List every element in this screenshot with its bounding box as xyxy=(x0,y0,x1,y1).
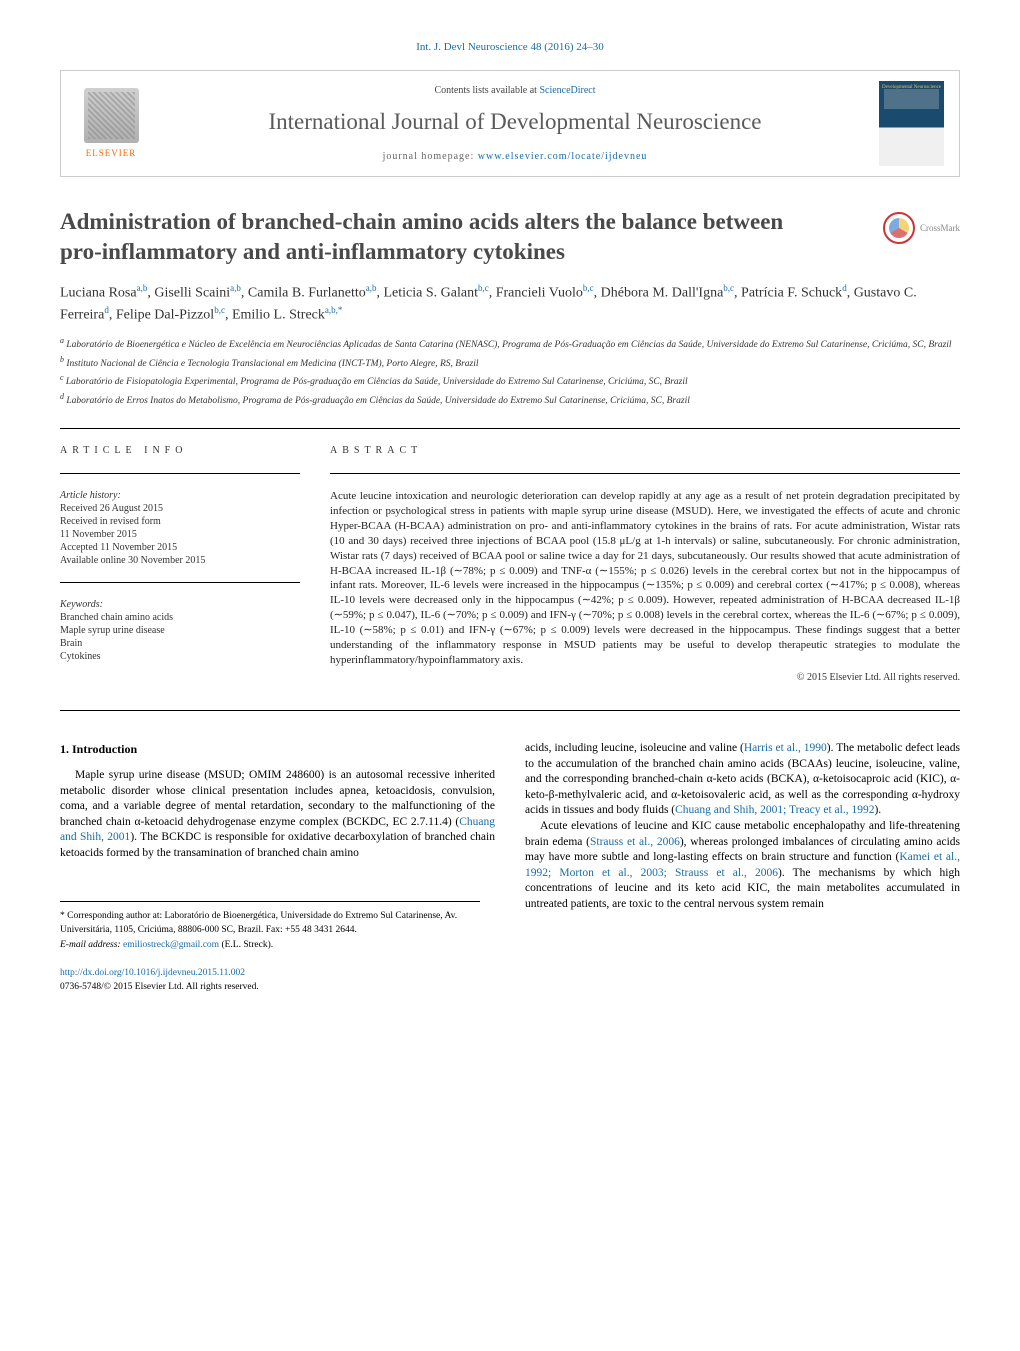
affiliation-item: b Instituto Nacional de Ciência e Tecnol… xyxy=(60,354,960,371)
history-label: Article history: xyxy=(60,489,300,502)
crossmark-badge[interactable]: CrossMark xyxy=(883,212,960,244)
affiliation-item: a Laboratório de Bioenergética e Núcleo … xyxy=(60,335,960,352)
email-label: E-mail address: xyxy=(60,940,123,950)
history-item: Received in revised form xyxy=(60,515,300,528)
journal-homepage: journal homepage: www.elsevier.com/locat… xyxy=(166,150,864,164)
history-item: Available online 30 November 2015 xyxy=(60,554,300,567)
crossmark-label: CrossMark xyxy=(920,222,960,235)
author-list: Luciana Rosaa,b, Giselli Scainia,b, Cami… xyxy=(60,282,960,325)
affiliation-list: a Laboratório de Bioenergética e Núcleo … xyxy=(60,335,960,408)
journal-cover-thumbnail[interactable]: Developmental Neuroscience xyxy=(879,81,944,166)
abstract-copyright: © 2015 Elsevier Ltd. All rights reserved… xyxy=(330,671,960,685)
email-suffix: (E.L. Streck). xyxy=(219,940,273,950)
corresponding-author-text: * Corresponding author at: Laboratório d… xyxy=(60,910,480,937)
article-info-sidebar: ARTICLE INFO Article history: Received 2… xyxy=(60,444,300,685)
issn-copyright: 0736-5748/© 2015 Elsevier Ltd. All right… xyxy=(60,981,495,994)
section-divider xyxy=(60,428,960,429)
body-column-left: 1. Introduction Maple syrup urine diseas… xyxy=(60,741,495,993)
contents-text: Contents lists available at xyxy=(434,85,539,96)
homepage-link[interactable]: www.elsevier.com/locate/ijdevneu xyxy=(478,151,648,162)
history-item: Accepted 11 November 2015 xyxy=(60,541,300,554)
doi-link[interactable]: http://dx.doi.org/10.1016/j.ijdevneu.201… xyxy=(60,968,245,978)
homepage-label: journal homepage: xyxy=(383,151,478,162)
history-item: Received 26 August 2015 xyxy=(60,502,300,515)
keyword-item: Branched chain amino acids xyxy=(60,611,300,624)
body-divider xyxy=(60,710,960,711)
corresponding-author-block: * Corresponding author at: Laboratório d… xyxy=(60,901,480,952)
article-title: Administration of branched-chain amino a… xyxy=(60,207,810,267)
keywords-block: Keywords: Branched chain amino acidsMapl… xyxy=(60,598,300,663)
citation-link-harris[interactable]: Harris et al., 1990 xyxy=(744,742,827,754)
affiliation-item: d Laboratório de Erros Inatos do Metabol… xyxy=(60,391,960,408)
intro-paragraph-1-cont: acids, including leucine, isoleucine and… xyxy=(525,741,960,819)
intro-paragraph-2: Acute elevations of leucine and KIC caus… xyxy=(525,819,960,912)
info-divider xyxy=(60,473,300,474)
elsevier-label: ELSEVIER xyxy=(86,147,137,160)
body-text-span: acids, including leucine, isoleucine and… xyxy=(525,742,744,754)
journal-title: International Journal of Developmental N… xyxy=(166,106,864,138)
affiliation-item: c Laboratório de Fisiopatologia Experime… xyxy=(60,372,960,389)
journal-header: ELSEVIER Contents lists available at Sci… xyxy=(60,70,960,177)
citation-link-strauss[interactable]: Strauss et al., 2006 xyxy=(590,836,680,848)
intro-paragraph-1: Maple syrup urine disease (MSUD; OMIM 24… xyxy=(60,768,495,861)
crossmark-icon xyxy=(883,212,915,244)
article-history-block: Article history: Received 26 August 2015… xyxy=(60,489,300,567)
info-divider-2 xyxy=(60,582,300,583)
citation-link-chuang2[interactable]: Chuang and Shih, 2001; Treacy et al., 19… xyxy=(675,804,874,816)
history-item: 11 November 2015 xyxy=(60,528,300,541)
citation-link[interactable]: Int. J. Devl Neuroscience 48 (2016) 24–3… xyxy=(60,40,960,55)
email-link[interactable]: emiliostreck@gmail.com xyxy=(123,940,219,950)
keyword-item: Brain xyxy=(60,637,300,650)
sciencedirect-link[interactable]: ScienceDirect xyxy=(539,85,595,96)
keyword-item: Maple syrup urine disease xyxy=(60,624,300,637)
elsevier-tree-icon xyxy=(84,88,139,143)
cover-title-text: Developmental Neuroscience xyxy=(882,84,941,91)
elsevier-logo[interactable]: ELSEVIER xyxy=(76,84,146,164)
body-text-span: ). xyxy=(874,804,881,816)
body-text-span: Maple syrup urine disease (MSUD; OMIM 24… xyxy=(60,769,495,828)
keyword-item: Cytokines xyxy=(60,650,300,663)
body-column-right: acids, including leucine, isoleucine and… xyxy=(525,741,960,993)
article-info-heading: ARTICLE INFO xyxy=(60,444,300,458)
introduction-heading: 1. Introduction xyxy=(60,741,495,758)
abstract-heading: ABSTRACT xyxy=(330,444,960,458)
doi-block: http://dx.doi.org/10.1016/j.ijdevneu.201… xyxy=(60,967,495,994)
keywords-label: Keywords: xyxy=(60,598,300,611)
abstract-text: Acute leucine intoxication and neurologi… xyxy=(330,489,960,667)
contents-available: Contents lists available at ScienceDirec… xyxy=(166,84,864,98)
abstract-divider xyxy=(330,473,960,474)
email-line: E-mail address: emiliostreck@gmail.com (… xyxy=(60,939,480,952)
abstract-column: ABSTRACT Acute leucine intoxication and … xyxy=(330,444,960,685)
